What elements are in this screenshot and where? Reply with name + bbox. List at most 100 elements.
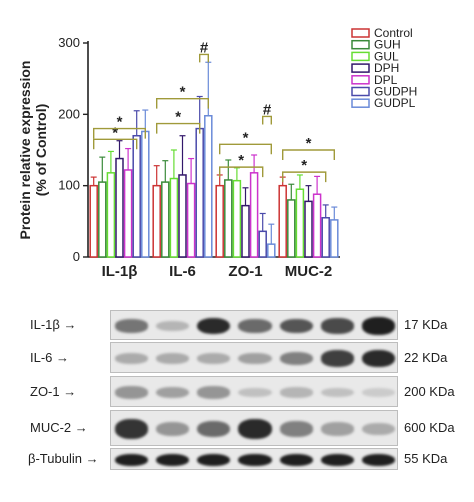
blot-strip	[110, 310, 398, 340]
significance-mark: #	[200, 39, 209, 56]
bar	[278, 184, 287, 258]
blot-band	[361, 387, 395, 398]
bar	[330, 219, 339, 258]
blot-band	[197, 386, 231, 399]
blot-band	[279, 421, 313, 437]
blot-band	[361, 422, 395, 436]
blot-row: IL-1β → 17 KDa	[0, 310, 474, 340]
bar	[321, 217, 330, 258]
significance-mark: *	[175, 109, 181, 126]
blot-band	[156, 320, 190, 332]
x-category-label: IL-6	[169, 263, 196, 280]
y-axis-label-line: (% of Control)	[33, 104, 49, 197]
blot-band	[320, 453, 354, 467]
blot-band	[115, 319, 149, 333]
blot-band	[197, 317, 231, 335]
blot-band	[238, 418, 272, 440]
molecular-weight-label: 55 KDa	[404, 451, 448, 466]
blot-band	[361, 317, 395, 335]
bar	[169, 177, 179, 258]
blot-band	[115, 453, 149, 467]
blot-band	[115, 386, 149, 399]
bar	[195, 127, 204, 258]
bar	[123, 169, 133, 258]
blot-band	[238, 319, 272, 333]
bar	[304, 200, 313, 258]
bar-chart: 0 100 200 300 Protein relative expression(% …	[17, 26, 417, 280]
significance-bracket	[262, 115, 272, 125]
molecular-weight-label: 200 KDa	[404, 383, 455, 399]
bar	[215, 184, 224, 258]
bar	[258, 230, 267, 258]
blot-band	[320, 387, 354, 398]
x-category-label: IL-1β	[102, 263, 138, 280]
legend-swatch	[351, 86, 370, 97]
legend-swatch	[351, 98, 370, 108]
blot-strip	[110, 376, 398, 407]
legend-entry: DPH	[374, 61, 399, 75]
significance-mark: *	[238, 152, 244, 169]
significance-bracket	[93, 127, 146, 139]
blot-band	[361, 453, 395, 467]
blot-band	[115, 352, 149, 364]
significance-mark: *	[112, 124, 118, 141]
significance-bracket	[156, 97, 209, 109]
blot-band	[156, 352, 190, 364]
blot-band	[320, 318, 354, 334]
y-tick-label: 200	[58, 106, 80, 121]
significance-bracket	[219, 166, 264, 178]
blot-band	[197, 420, 231, 438]
bar	[267, 243, 276, 258]
blot-band	[238, 387, 272, 398]
blot-band	[279, 453, 313, 467]
bar	[287, 199, 296, 258]
bar	[89, 184, 98, 258]
blot-band	[115, 419, 149, 439]
significance-mark: *	[243, 129, 249, 146]
legend-entry: GUDPH	[374, 85, 417, 99]
blot-band	[279, 318, 313, 334]
y-tick-label: 100	[58, 178, 80, 193]
significance-bracket	[282, 171, 327, 183]
legend-entry: GUDPL	[374, 96, 416, 110]
bar	[204, 115, 213, 258]
blot-band	[156, 453, 190, 467]
bar	[232, 179, 242, 258]
bar	[295, 188, 305, 258]
y-axis-label: Protein relative expression(% of Control…	[17, 61, 49, 240]
blot-band	[197, 352, 231, 364]
blot-row: β-Tubulin → 55 KDa	[0, 448, 474, 470]
bar	[312, 193, 322, 258]
bar	[132, 134, 141, 258]
significance-bracket	[156, 122, 201, 134]
bar	[241, 204, 250, 258]
bar	[178, 174, 187, 258]
blot-band	[279, 351, 313, 366]
significance-bracket	[93, 138, 138, 150]
blot-row: MUC-2 → 600 KDa	[0, 410, 474, 446]
bar	[152, 184, 161, 258]
significance-bracket	[219, 143, 272, 155]
molecular-weight-label: 600 KDa	[404, 420, 455, 435]
bar	[141, 130, 150, 258]
significance-mark: *	[117, 114, 123, 131]
bar	[161, 181, 170, 258]
blot-band	[156, 421, 190, 436]
y-axis-label-line: Protein relative expression	[17, 61, 33, 240]
significance-mark: *	[306, 135, 312, 152]
blot-band	[156, 386, 190, 399]
molecular-weight-label: 22 KDa	[404, 349, 448, 365]
blot-band	[197, 453, 231, 467]
protein-label: MUC-2 →	[30, 420, 88, 435]
blot-row: ZO-1 → 200 KDa	[0, 376, 474, 407]
legend-swatch	[351, 51, 370, 62]
y-tick-label: 0	[73, 249, 80, 264]
blot-band	[238, 352, 272, 365]
blot-strip	[110, 448, 398, 470]
x-category-label: ZO-1	[228, 263, 262, 280]
blot-band	[320, 422, 354, 436]
bar	[249, 172, 259, 258]
blot-band	[361, 349, 395, 368]
significance-bracket	[282, 149, 335, 160]
blot-band	[320, 350, 354, 367]
